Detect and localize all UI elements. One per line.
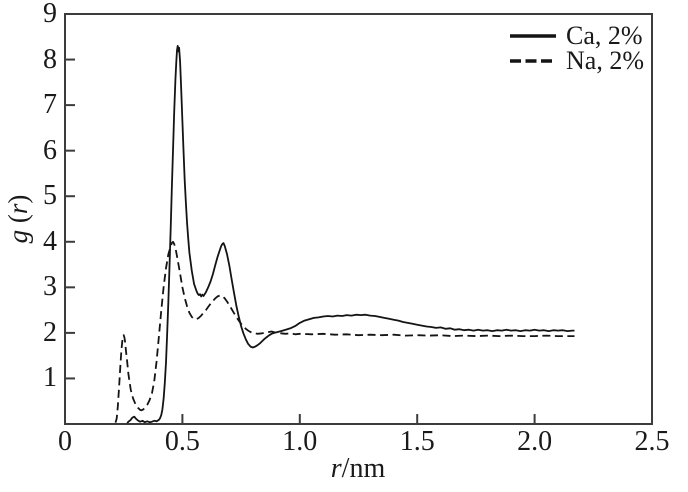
y-axis-title: g (r) [3, 154, 33, 284]
plot-frame [64, 13, 653, 425]
x-tick-label-1.0: 1.0 [282, 426, 318, 457]
x-axis-title-var: r [330, 453, 342, 484]
legend-label-na: Na, 2% [566, 46, 644, 75]
ca-curve-line [126, 45, 575, 424]
legend-entry-ca: Ca, 2% [509, 21, 644, 50]
x-tick-label-0.5: 0.5 [164, 426, 200, 457]
y-tick-label-8: 8 [43, 43, 57, 75]
x-tick-label-1.5: 1.5 [399, 426, 435, 457]
y-tick-label-1: 1 [43, 362, 57, 394]
legend: Ca, 2% Na, 2% [509, 21, 644, 75]
x-tick-label-0: 0 [58, 426, 72, 457]
x-tick-label-2.0: 2.0 [517, 426, 553, 457]
y-tick-label-5: 5 [43, 180, 57, 212]
y-tick-label-4: 4 [43, 225, 57, 257]
dashed-line-icon [510, 59, 557, 63]
y-tick-label-9: 9 [43, 0, 57, 29]
x-axis-title: r/nm [258, 454, 458, 484]
na-curve-line [114, 240, 575, 423]
y-tick-label-7: 7 [43, 89, 57, 121]
x-axis-title-units: /nm [341, 453, 386, 484]
x-tick-label-2.5: 2.5 [634, 426, 670, 457]
legend-label-ca: Ca, 2% [566, 21, 643, 50]
y-tick-label-3: 3 [43, 271, 57, 303]
y-tick-label-6: 6 [43, 134, 57, 166]
y-tick-label-2: 2 [43, 316, 57, 348]
solid-line-icon [510, 34, 557, 38]
legend-entry-na: Na, 2% [509, 46, 644, 75]
